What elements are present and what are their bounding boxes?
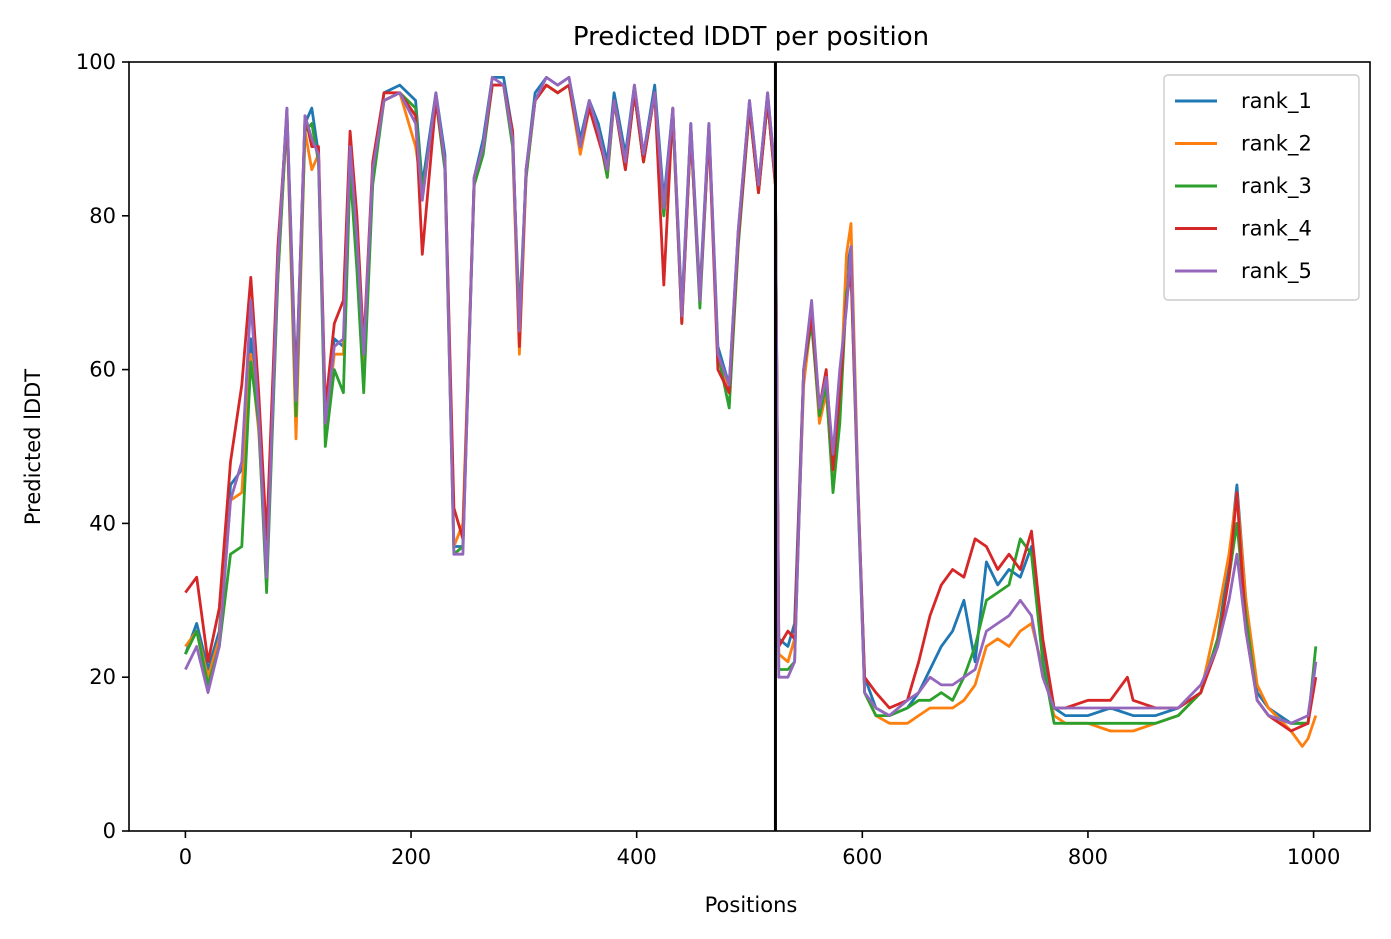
- legend-label-rank_5: rank_5: [1241, 259, 1312, 284]
- y-tick-label: 40: [89, 511, 116, 535]
- series-line-rank_5: [184, 76, 1318, 725]
- x-tick-label: 0: [179, 845, 192, 869]
- x-tick-label: 800: [1068, 845, 1108, 869]
- x-axis-title: Positions: [705, 893, 798, 917]
- x-tick-label: 1000: [1287, 845, 1340, 869]
- legend: rank_1 rank_2 rank_3 rank_4 rank_5: [1163, 74, 1360, 301]
- plot-frame: [128, 61, 1371, 832]
- legend-label-rank_3: rank_3: [1241, 174, 1312, 199]
- x-tick-label: 600: [842, 845, 882, 869]
- legend-box: [1163, 74, 1360, 301]
- chart-title: Predicted lDDT per position: [573, 22, 929, 52]
- y-axis-title: Predicted lDDT: [21, 369, 45, 525]
- legend-label-rank_4: rank_4: [1241, 217, 1312, 242]
- y-tick-label: 100: [76, 50, 116, 74]
- y-tick-label: 20: [89, 665, 116, 689]
- y-tick-label: 80: [89, 204, 116, 228]
- y-tick-label: 0: [103, 819, 116, 843]
- x-tick-label: 400: [617, 845, 657, 869]
- plot-area: 0 200 400 600 800 1000 0 20 40 60 80 100: [76, 50, 1371, 869]
- y-tick-label: 60: [89, 358, 116, 382]
- legend-label-rank_2: rank_2: [1241, 132, 1312, 157]
- legend-label-rank_1: rank_1: [1241, 89, 1312, 114]
- x-tick-label: 200: [391, 845, 431, 869]
